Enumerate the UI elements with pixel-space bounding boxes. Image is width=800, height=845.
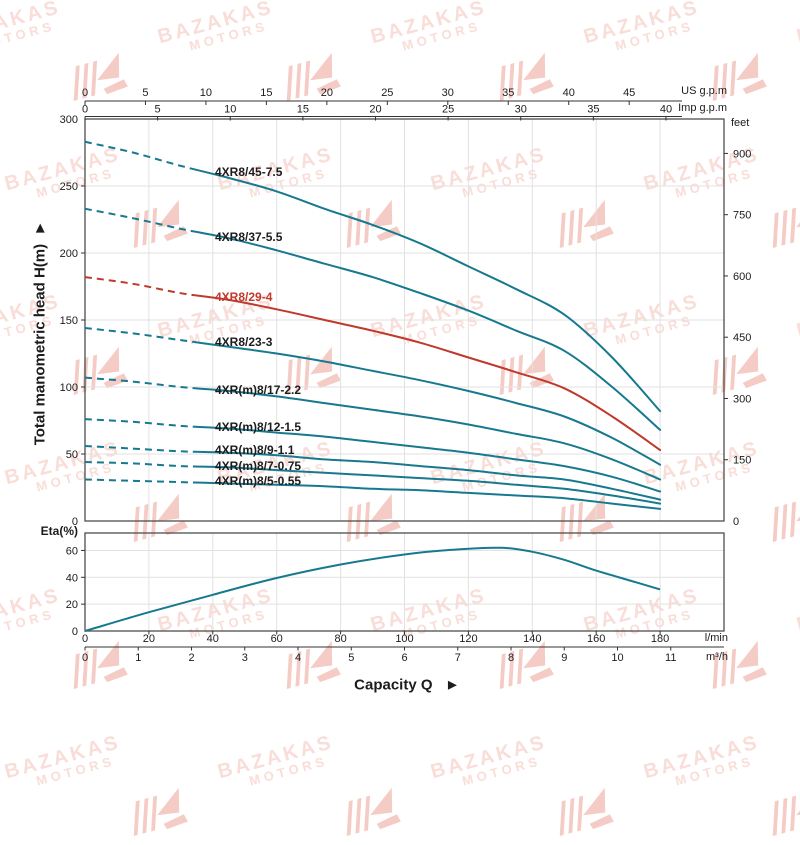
svg-text:150: 150 [60, 315, 78, 327]
svg-text:25: 25 [442, 104, 454, 116]
brand-logo-watermark [286, 346, 341, 396]
svg-text:30: 30 [442, 87, 454, 99]
svg-text:140: 140 [523, 633, 541, 645]
brand-logo-watermark [286, 640, 341, 690]
svg-text:30: 30 [515, 104, 527, 116]
brand-logo-watermark [772, 493, 800, 543]
brand-watermark-logo [488, 637, 560, 698]
brand-logo-watermark [73, 640, 128, 690]
svg-text:8: 8 [508, 652, 514, 664]
pump-curve-chart: 0 5 10 15 20 25 30 35 40 450 5 10 15 20 25 30 35 40050100… [60, 87, 752, 664]
svg-text:0: 0 [82, 633, 88, 645]
gridlines [85, 119, 724, 631]
svg-text:750: 750 [733, 210, 751, 222]
brand-logo-watermark [712, 640, 767, 690]
tick-labels: 0 5 10 15 20 25 30 35 40 450 5 10 15 20 25 30 35 40050100… [60, 87, 752, 664]
brand-logo-watermark [73, 52, 128, 102]
brand-watermark-logo [275, 637, 347, 698]
svg-text:11: 11 [665, 652, 676, 664]
svg-text:40: 40 [563, 87, 575, 99]
svg-text:5: 5 [155, 104, 161, 116]
svg-text:0: 0 [82, 652, 88, 664]
brand-watermark-logo [62, 637, 134, 698]
brand-logo-watermark [499, 640, 554, 690]
svg-text:15: 15 [260, 87, 272, 99]
svg-text:160: 160 [587, 633, 605, 645]
svg-text:80: 80 [334, 633, 346, 645]
svg-text:35: 35 [502, 87, 514, 99]
brand-watermark-logo [548, 196, 620, 257]
svg-text:100: 100 [395, 633, 413, 645]
svg-text:20: 20 [321, 87, 333, 99]
svg-text:0: 0 [72, 626, 78, 638]
svg-text:6: 6 [401, 652, 407, 664]
svg-text:20: 20 [143, 633, 155, 645]
svg-text:250: 250 [60, 181, 78, 193]
svg-text:4: 4 [295, 652, 301, 664]
svg-text:25: 25 [381, 87, 393, 99]
svg-text:20: 20 [66, 599, 78, 611]
brand-logo-watermark [499, 52, 554, 102]
svg-text:15: 15 [297, 104, 309, 116]
svg-text:50: 50 [66, 449, 78, 461]
brand-watermark-logo [701, 637, 773, 698]
brand-logo-watermark [772, 199, 800, 249]
axes [81, 100, 728, 651]
svg-text:0: 0 [82, 87, 88, 99]
brand-watermark-logo [488, 49, 560, 110]
svg-text:10: 10 [200, 87, 212, 99]
svg-text:180: 180 [651, 633, 669, 645]
svg-text:120: 120 [459, 633, 477, 645]
brand-logo-watermark [346, 493, 401, 543]
svg-text:10: 10 [224, 104, 236, 116]
svg-text:60: 60 [271, 633, 283, 645]
svg-text:200: 200 [60, 248, 78, 260]
svg-text:100: 100 [60, 382, 78, 394]
svg-text:5: 5 [348, 652, 354, 664]
svg-text:45: 45 [623, 87, 635, 99]
svg-text:0: 0 [82, 104, 88, 116]
brand-logo-watermark [286, 52, 341, 102]
svg-text:5: 5 [142, 87, 148, 99]
svg-text:60: 60 [66, 545, 78, 557]
svg-text:600: 600 [733, 271, 751, 283]
svg-text:0: 0 [72, 516, 78, 528]
svg-text:900: 900 [733, 148, 751, 160]
brand-watermark-logo [761, 196, 800, 257]
brand-logo-watermark [133, 493, 188, 543]
brand-watermark-logo [62, 49, 134, 110]
svg-text:3: 3 [242, 652, 248, 664]
svg-text:2: 2 [188, 652, 194, 664]
brand-logo-watermark [346, 199, 401, 249]
brand-watermark-logo [335, 490, 407, 551]
svg-text:1: 1 [135, 652, 141, 664]
curves [84, 140, 662, 632]
brand-watermark-logo [275, 49, 347, 110]
svg-text:9: 9 [561, 652, 567, 664]
brand-logo-watermark [712, 52, 767, 102]
svg-text:7: 7 [455, 652, 461, 664]
svg-text:35: 35 [587, 104, 599, 116]
svg-text:40: 40 [660, 104, 672, 116]
svg-text:40: 40 [66, 572, 78, 584]
brand-watermark-logo [761, 490, 800, 551]
svg-text:150: 150 [733, 455, 751, 467]
brand-watermark-logo [335, 196, 407, 257]
svg-text:10: 10 [611, 652, 623, 664]
svg-text:0: 0 [733, 516, 739, 528]
brand-watermark-logo [275, 343, 347, 404]
svg-text:300: 300 [733, 393, 751, 405]
brand-logo-watermark [559, 199, 614, 249]
svg-text:40: 40 [207, 633, 219, 645]
brand-watermark-logo [122, 490, 194, 551]
svg-text:450: 450 [733, 332, 751, 344]
svg-text:20: 20 [369, 104, 381, 116]
brand-watermark-logo [701, 49, 773, 110]
svg-text:300: 300 [60, 114, 78, 126]
